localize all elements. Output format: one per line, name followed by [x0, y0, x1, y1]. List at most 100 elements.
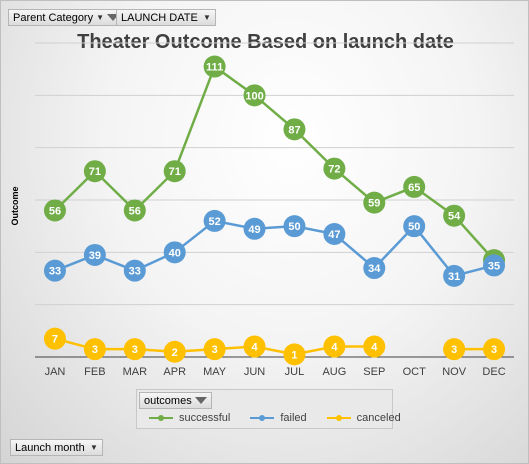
data-point-canceled: [203, 338, 226, 361]
x-tick-label: JUN: [244, 366, 265, 378]
data-label-successful: 100: [245, 90, 263, 102]
data-label-successful: 71: [89, 166, 101, 178]
dropdown-arrow-icon: ▼: [96, 13, 105, 22]
x-tick-label: AUG: [322, 366, 346, 378]
chart-title: Theater Outcome Based on launch date: [77, 31, 454, 53]
data-point-successful: [323, 157, 346, 180]
legend-label: successful: [179, 412, 231, 424]
data-label-canceled: 3: [491, 344, 497, 356]
data-label-failed: 33: [129, 266, 141, 278]
data-point-failed: [483, 254, 506, 277]
data-label-failed: 49: [248, 224, 260, 236]
data-point-successful: [43, 199, 66, 222]
launch-date-filter-button[interactable]: LAUNCH DATE ▼: [116, 9, 216, 26]
data-point-successful: [443, 204, 466, 227]
legend-swatch: [250, 415, 275, 421]
data-label-successful: 72: [328, 164, 340, 176]
x-tick-label: JUL: [285, 366, 305, 378]
data-point-successful: [83, 160, 106, 183]
data-label-failed: 39: [89, 250, 101, 262]
dropdown-arrow-icon: ▼: [200, 13, 211, 22]
x-tick-label: DEC: [482, 366, 505, 378]
legend-label: failed: [280, 412, 307, 424]
data-point-failed: [163, 241, 186, 264]
data-label-failed: 52: [209, 216, 221, 228]
dropdown-arrow-icon: ▼: [87, 443, 98, 452]
data-label-successful: 59: [368, 198, 380, 210]
data-point-canceled: [323, 335, 346, 358]
data-point-successful: [363, 191, 386, 214]
data-label-canceled: 4: [331, 342, 338, 354]
series-line-failed: [54, 219, 495, 278]
data-point-failed: [123, 259, 146, 282]
data-label-failed: 50: [288, 221, 300, 233]
data-label-canceled: 3: [132, 344, 138, 356]
data-point-successful: [203, 55, 226, 78]
data-point-successful: [283, 118, 306, 141]
legend-swatch: [149, 415, 173, 421]
data-point-failed: [443, 264, 466, 287]
outcomes-filter-button[interactable]: outcomes: [139, 392, 212, 409]
x-tick-label: SEP: [363, 366, 385, 378]
data-point-failed: [323, 223, 346, 246]
data-label-canceled: 1: [291, 349, 297, 361]
data-point-canceled: [283, 343, 306, 366]
data-point-failed: [203, 209, 226, 232]
data-label-successful: 71: [169, 166, 181, 178]
data-point-successful: [403, 175, 426, 198]
data-point-failed: [363, 257, 386, 280]
data-label-canceled: 3: [451, 344, 457, 356]
data-point-canceled: [163, 340, 186, 363]
data-point-failed: [283, 215, 306, 238]
data-point-failed: [83, 243, 106, 266]
data-label-successful: 65: [408, 182, 420, 194]
data-label-failed: 31: [448, 271, 460, 283]
data-label-successful: 56: [49, 205, 61, 217]
data-point-canceled: [443, 338, 466, 361]
data-label-successful: 54: [448, 211, 461, 223]
filter-funnel-icon: [194, 397, 207, 404]
data-label-failed: 34: [368, 263, 381, 275]
data-label-successful: 56: [129, 205, 141, 217]
data-label-canceled: 4: [371, 342, 378, 354]
legend-swatch: [326, 415, 351, 421]
x-tick-label: NOV: [442, 366, 467, 378]
filter-funnel-icon: [107, 14, 120, 21]
parent-category-label: Parent Category: [13, 11, 94, 24]
launch-month-filter-button[interactable]: Launch month ▼: [10, 439, 103, 456]
data-point-canceled: [363, 335, 386, 358]
legend-entry-successful: successful: [149, 412, 230, 424]
data-point-canceled: [483, 338, 506, 361]
data-point-failed: [243, 217, 266, 240]
data-point-successful: [163, 160, 186, 183]
launch-date-label: LAUNCH DATE: [121, 11, 198, 24]
legend-entry-failed: failed: [250, 412, 307, 424]
legend-entry-canceled: canceled: [326, 412, 401, 424]
legend: outcomes successful failed canceled: [136, 389, 401, 429]
data-point-successful: [243, 84, 266, 107]
data-point-canceled: [43, 327, 66, 350]
data-label-failed: 47: [328, 229, 340, 241]
x-tick-label: OCT: [403, 366, 427, 378]
data-label-canceled: 2: [172, 347, 178, 359]
data-point-successful: [123, 199, 146, 222]
x-tick-label: MAR: [123, 366, 148, 378]
data-label-failed: 33: [49, 266, 61, 278]
data-point-canceled: [243, 335, 266, 358]
data-label-successful: 87: [288, 124, 300, 136]
data-label-canceled: 3: [92, 344, 98, 356]
data-label-failed: 35: [488, 260, 500, 272]
x-tick-label: MAY: [203, 366, 227, 378]
outcomes-label: outcomes: [144, 394, 192, 407]
x-tick-label: JAN: [45, 366, 66, 378]
data-point-canceled: [123, 338, 146, 361]
data-point-failed: [403, 215, 426, 238]
launch-month-label: Launch month: [15, 441, 85, 454]
parent-category-filter-button[interactable]: Parent Category ▼: [8, 9, 125, 26]
data-point-canceled: [83, 338, 106, 361]
x-tick-label: APR: [163, 366, 186, 378]
x-tick-label: FEB: [84, 366, 105, 378]
data-label-canceled: 4: [251, 342, 258, 354]
